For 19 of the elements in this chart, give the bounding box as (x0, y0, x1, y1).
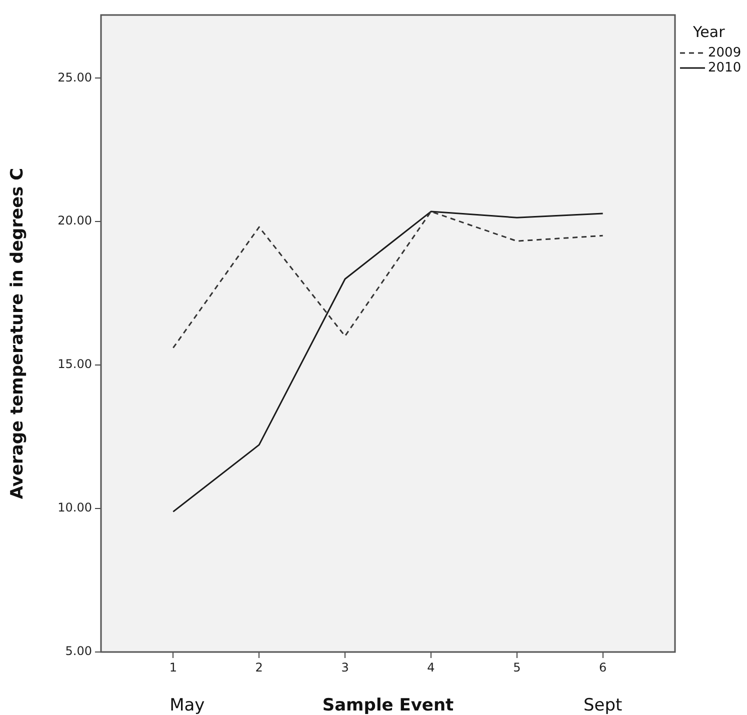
y-tick-label: 25.00 (58, 70, 92, 84)
x-tick-label: 5 (513, 660, 521, 674)
legend-title: Year (692, 22, 726, 41)
y-axis-title: Average temperature in degrees C (8, 168, 28, 500)
line-series (172, 210, 604, 349)
x-axis-title: Sample Event (322, 695, 454, 715)
x-tick-label: 4 (427, 660, 435, 674)
legend-label: 2009 (708, 45, 742, 60)
x-tick-label: 2 (255, 660, 263, 674)
text: Sept (583, 695, 622, 715)
x-tick-label: 3 (341, 660, 349, 674)
y-tick-label: 5.00 (65, 644, 92, 658)
y-tick-label: 20.00 (58, 214, 92, 228)
y-tick-label: 10.00 (58, 500, 92, 515)
text: May (170, 695, 205, 715)
x-tick-label: 6 (599, 660, 607, 674)
y-tick-label: 15.00 (58, 357, 92, 372)
x-tick-label: 1 (169, 660, 177, 674)
legend-label: 2010 (708, 60, 742, 76)
